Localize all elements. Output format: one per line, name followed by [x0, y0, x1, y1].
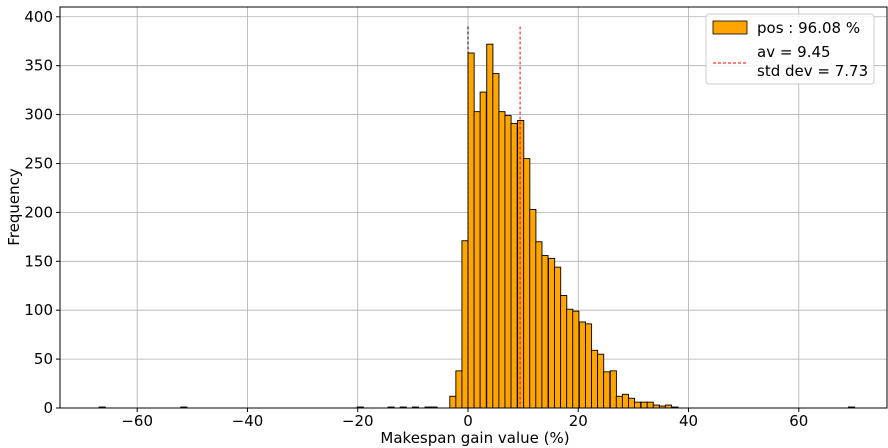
- histogram-bar: [523, 158, 531, 409]
- histogram-bar: [517, 120, 525, 409]
- legend-line-label-1: av = 9.45: [757, 43, 831, 61]
- histogram-bar: [566, 308, 574, 409]
- x-axis-ticks: −60 −40 −20 0 20 40 60: [121, 408, 808, 430]
- histogram-bar: [554, 266, 562, 409]
- legend-box: [705, 13, 875, 85]
- histogram-bar: [492, 73, 500, 409]
- legend-line-label-2: std dev = 7.73: [757, 62, 868, 80]
- legend-bar-swatch: [712, 20, 748, 35]
- y-axis-label: Frequency: [5, 168, 23, 246]
- y-tick-label: 400: [24, 8, 53, 26]
- histogram-bar: [529, 209, 537, 409]
- histogram-bar: [541, 254, 549, 409]
- histogram-bar: [603, 371, 611, 409]
- histogram-bars: [98, 43, 856, 409]
- histogram-bar: [615, 395, 623, 409]
- histogram-bar: [535, 241, 543, 409]
- histogram-bar: [584, 323, 593, 409]
- x-tick-label: 20: [569, 412, 588, 430]
- histogram-bar: [455, 370, 463, 409]
- histogram-bar: [597, 353, 605, 409]
- histogram-bar: [548, 257, 556, 409]
- y-tick-label: 100: [24, 301, 53, 319]
- x-tick-label: −60: [121, 412, 153, 430]
- histogram-bar: [486, 43, 494, 409]
- x-tick-label: 0: [463, 412, 473, 430]
- histogram-bar: [634, 401, 642, 409]
- x-tick-label: −40: [232, 412, 264, 430]
- histogram-bar: [510, 122, 518, 409]
- y-tick-label: 300: [24, 106, 53, 124]
- y-tick-label: 250: [24, 154, 53, 172]
- y-tick-label: 50: [34, 350, 53, 368]
- histogram-bar: [646, 401, 654, 409]
- legend: pos : 96.08 % av = 9.45 std dev = 7.73: [705, 13, 875, 85]
- x-tick-label: 40: [679, 412, 698, 430]
- histogram-bar: [560, 295, 568, 409]
- histogram-bar: [498, 111, 506, 409]
- histogram-bar: [572, 310, 580, 409]
- legend-bar-label: pos : 96.08 %: [757, 19, 860, 37]
- histogram-bar: [504, 115, 512, 409]
- histogram-bar: [609, 370, 617, 409]
- histogram-bar: [473, 111, 481, 409]
- histogram-bar: [640, 401, 648, 409]
- histogram-bar: [578, 321, 586, 409]
- y-tick-label: 350: [24, 57, 53, 75]
- histogram-bar: [591, 349, 599, 409]
- reference-lines: [467, 26, 521, 408]
- histogram-bar: [449, 395, 457, 409]
- x-tick-label: −20: [342, 412, 374, 430]
- y-tick-label: 0: [43, 399, 53, 417]
- plot-frame: [59, 6, 888, 409]
- x-axis-label: Makespan gain value (%): [380, 429, 569, 447]
- histogram-bar: [627, 397, 636, 409]
- y-tick-label: 150: [24, 252, 53, 270]
- histogram-bar: [461, 240, 469, 409]
- y-tick-label: 200: [24, 203, 53, 221]
- x-tick-label: 60: [789, 412, 808, 430]
- histogram-bar: [479, 91, 487, 409]
- histogram-bar: [621, 393, 629, 409]
- histogram-bar: [467, 52, 475, 409]
- y-axis-ticks: 0 50 100 150 200 250 300 350 400: [24, 8, 60, 417]
